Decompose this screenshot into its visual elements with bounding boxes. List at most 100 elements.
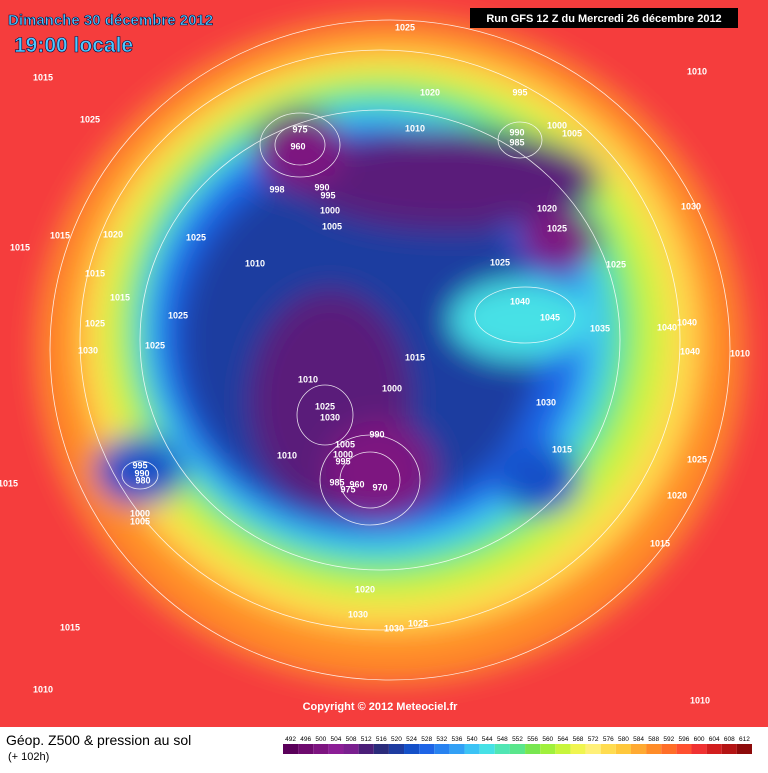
run: Run GFS 12 Z du Mercredi 26 décembre 201… (486, 13, 721, 25)
isobar-label: 1020 (667, 490, 687, 500)
isobar-label: 1040 (657, 322, 677, 332)
isobar-label: 1000 (320, 205, 340, 215)
isobar-label: 1030 (536, 397, 556, 407)
isobar-label: 1030 (348, 609, 368, 619)
isobar-label: 1020 (103, 229, 123, 239)
isobar-label: 1015 (33, 72, 53, 82)
isobar-label: 1005 (322, 221, 342, 231)
legend-swatch (585, 744, 601, 754)
legend-swatch (343, 744, 359, 754)
isobar-label: 1025 (168, 310, 188, 320)
legend-swatch (283, 744, 299, 754)
isobar-label: 995 (512, 87, 527, 97)
isobar-label: 998 (269, 184, 284, 194)
isobar-label: 995 (320, 190, 335, 200)
legend-label: 516 (376, 736, 387, 743)
legend-swatch (313, 744, 329, 754)
isobar-label: 990 (134, 468, 149, 478)
legend-swatch (661, 744, 677, 754)
legend-swatch (464, 744, 480, 754)
isobar-label: 1015 (50, 230, 70, 240)
isobar-label: 1010 (245, 258, 265, 268)
isobar-label: 1045 (540, 312, 560, 322)
isobar-label: 1010 (298, 374, 318, 384)
legend-label: 564 (557, 736, 568, 743)
isobar-label: 1005 (130, 516, 150, 526)
isobar-label: 1025 (315, 401, 335, 411)
legend-swatch (646, 744, 662, 754)
legend-swatch (388, 744, 405, 754)
header: Dimanche 30 décembre 2012 19:00 locale R… (8, 8, 738, 713)
legend-label: 596 (678, 736, 689, 743)
legend-swatch (509, 744, 526, 754)
isobar-label: 1025 (85, 318, 105, 328)
isobar-label: 1010 (687, 66, 707, 76)
isobar-label: 1005 (335, 439, 355, 449)
legend-swatch (298, 744, 314, 754)
isobar-label: 1010 (730, 348, 750, 358)
isobar-label: 990 (314, 182, 329, 192)
legend-label: 560 (542, 736, 553, 743)
legend-swatch (691, 744, 707, 754)
isobar-label: 1040 (677, 317, 697, 327)
legend-label: 504 (331, 736, 342, 743)
legend-swatch (736, 744, 752, 754)
footer-title: Géop. Z500 & pression au sol (6, 732, 191, 748)
legend-label: 500 (315, 736, 326, 743)
isobar-label: 1015 (650, 538, 670, 548)
isobar-label: 1030 (681, 201, 701, 211)
legend: 492 496 500 504 508 512 516 520 524 528 532 536 540 5… (283, 736, 752, 754)
legend-label: 540 (467, 736, 478, 743)
isobar-label: 1015 (10, 242, 30, 252)
legend-swatch (570, 744, 586, 754)
isobar-label: 1025 (408, 618, 428, 628)
legend-swatch (600, 744, 616, 754)
legend-swatch (449, 744, 465, 754)
legend-label: 556 (527, 736, 538, 743)
isobar-label: 1025 (547, 223, 567, 233)
isobar-label: 960 (290, 141, 305, 151)
isobar-label: 1025 (80, 114, 100, 124)
isobar-label: 1000 (382, 383, 402, 393)
legend-swatch (540, 744, 556, 754)
isobar-label: 1010 (405, 123, 425, 133)
isobar-label: 1020 (537, 203, 557, 213)
legend-label: 588 (648, 736, 659, 743)
legend-label: 572 (588, 736, 599, 743)
legend-label: 520 (391, 736, 402, 743)
legend-label: 592 (663, 736, 674, 743)
legend-label: 496 (300, 736, 311, 743)
legend-swatch (630, 744, 647, 754)
isobar-label: 1020 (420, 87, 440, 97)
copyright: Copyright © 2012 Meteociel.fr (303, 701, 459, 713)
legend-label: 612 (739, 736, 750, 743)
isobar-label: 975 (292, 124, 307, 134)
time: 19:00 locale (14, 34, 133, 57)
legend-swatch (479, 744, 495, 754)
isobar-label: 1015 (552, 444, 572, 454)
isobar-label: 1025 (186, 232, 206, 242)
isobar-label: 1025 (606, 259, 626, 269)
isobar-label: 990 (369, 429, 384, 439)
legend-swatch (721, 744, 737, 754)
isobar-label: 995 (132, 460, 147, 470)
legend-label: 512 (361, 736, 372, 743)
isobar-label: 1025 (395, 22, 415, 32)
legend-swatch (494, 744, 510, 754)
footer-lead: (+ 102h) (8, 751, 49, 763)
isobar-label: 1015 (110, 292, 130, 302)
isobar-label: 1010 (690, 695, 710, 705)
isobar-label: 1015 (0, 478, 18, 488)
isobar-label: 1025 (145, 340, 165, 350)
isobar-label: 1025 (490, 257, 510, 267)
legend-label: 508 (346, 736, 357, 743)
isobar-label: 1030 (320, 412, 340, 422)
isobar-label: 1000 (333, 449, 353, 459)
run-box (470, 8, 738, 28)
isobar-label: 1020 (355, 584, 375, 594)
isobar-label: 960 (349, 479, 364, 489)
isobar-label: 1005 (562, 128, 582, 138)
isobar-label: 985 (329, 477, 344, 487)
